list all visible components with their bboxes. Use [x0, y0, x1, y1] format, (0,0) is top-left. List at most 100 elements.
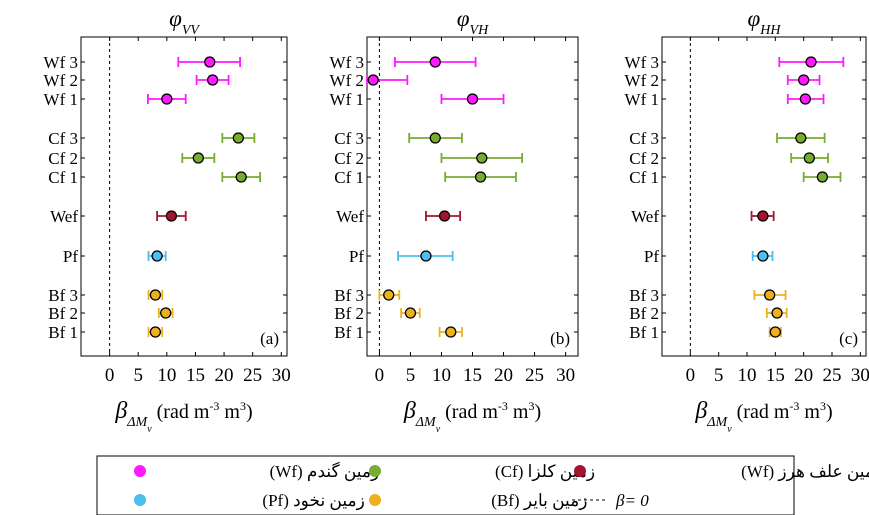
- y-tick-label: Bf 3: [48, 286, 78, 305]
- data-point-bf1: [147, 326, 164, 338]
- plot-frame: [661, 36, 867, 357]
- x-tick-label: 30: [272, 365, 291, 386]
- legend-marker: [574, 465, 586, 477]
- data-marker: [803, 152, 815, 164]
- legend-entry-fallow: زمین بایر (Bf): [369, 491, 588, 511]
- data-marker: [149, 326, 162, 338]
- y-tick-label: Cf 2: [629, 149, 659, 168]
- data-point-pf: [751, 250, 774, 262]
- data-marker: [771, 307, 783, 319]
- x-tick-label: 30: [556, 365, 575, 386]
- y-tick-label: Bf 2: [334, 304, 364, 323]
- data-point-bf3: [147, 289, 164, 301]
- xlabel-unit: (rad m: [152, 401, 210, 423]
- y-tick-label: Wf 3: [330, 53, 364, 72]
- data-marker: [367, 74, 379, 86]
- xlabel-sub: ΔM: [415, 415, 437, 430]
- y-tick-label: Wef: [50, 207, 78, 226]
- data-marker: [476, 152, 488, 164]
- x-tick-label: 15: [463, 365, 482, 386]
- data-marker: [204, 56, 216, 68]
- data-point-cf1: [221, 171, 262, 183]
- data-point-wef: [156, 210, 187, 222]
- xlabel-sub2: v: [727, 424, 732, 435]
- y-tick-label: Wf 2: [625, 71, 659, 90]
- title-symbol: φ: [457, 6, 470, 31]
- x-tick-label: 15: [766, 365, 785, 386]
- data-point-bf1: [438, 326, 463, 338]
- y-tick-label: Wf 2: [330, 71, 364, 90]
- panel-title: φVV: [169, 6, 200, 38]
- data-marker: [757, 210, 769, 222]
- data-point-bf1: [768, 326, 782, 338]
- y-tick-label: Bf 1: [48, 323, 78, 342]
- panel-b: φVH 0 5 10 15 20 25 30 Wf 3Wf 2Wf 1 Cf 3Cf 2Cf 1 W…: [330, 6, 579, 435]
- data-point-bf2: [765, 307, 788, 319]
- x-axis-label: βΔMv (rad m-3 m3): [694, 398, 832, 435]
- y-tick-label: Bf 2: [48, 304, 78, 323]
- x-tick-label: 20: [494, 365, 513, 386]
- xlabel-sub2: v: [436, 424, 441, 435]
- xlabel-symbol: β: [694, 398, 707, 424]
- legend-box: [96, 455, 795, 515]
- legend-label: زمین نخود (Pf): [262, 491, 364, 511]
- x-tick-label: 5: [406, 365, 416, 386]
- title-subscript: VH: [470, 23, 490, 38]
- title-symbol: φ: [748, 6, 761, 31]
- data-point-bf3: [753, 289, 787, 301]
- x-axis-label: βΔMv (rad m-3 m3): [403, 398, 541, 435]
- data-point-cf3: [776, 132, 826, 144]
- legend-entry-pea: زمین نخود (Pf): [134, 491, 365, 511]
- legend-entry-zero: β= 0: [572, 491, 649, 510]
- data-marker: [805, 56, 817, 68]
- x-tick-label: 15: [186, 365, 205, 386]
- y-tick-label: Cf 1: [48, 168, 78, 187]
- title-subscript: VV: [182, 23, 201, 38]
- data-marker: [151, 250, 163, 262]
- data-marker: [420, 250, 432, 262]
- data-marker: [206, 74, 219, 86]
- data-point-cf2: [790, 152, 829, 164]
- x-tick-label: 20: [215, 365, 234, 386]
- legend-label: زمین کلزا (Cf): [495, 462, 595, 482]
- x-tick-label: 5: [133, 365, 143, 386]
- xlabel-unit-c: ): [534, 401, 541, 423]
- data-point-cf1: [802, 171, 842, 183]
- x-tick-label: 10: [432, 365, 451, 386]
- title-symbol: φ: [169, 6, 182, 31]
- data-point-wef: [425, 210, 461, 222]
- data-point-wf1: [147, 93, 187, 105]
- xlabel-unit-c: ): [246, 401, 253, 423]
- data-point-wf2: [366, 74, 409, 86]
- legend-label: زمین گندم (Wf): [270, 461, 380, 482]
- xlabel-sub2: v: [147, 424, 152, 435]
- data-point-pf: [147, 250, 167, 262]
- data-marker: [404, 307, 417, 319]
- data-marker: [438, 210, 451, 222]
- xlabel-exp1: -3: [498, 399, 508, 413]
- plot-frame: [366, 36, 579, 357]
- y-tick-label: Wf 1: [44, 90, 78, 109]
- data-marker: [429, 132, 441, 144]
- data-marker: [795, 132, 807, 144]
- x-tick-label: 25: [525, 365, 544, 386]
- xlabel-symbol: β: [114, 398, 127, 424]
- data-marker: [474, 171, 487, 183]
- legend-marker: [134, 494, 146, 506]
- data-point-wf2: [786, 74, 821, 86]
- panel-label: (c): [839, 329, 858, 348]
- y-tick-label: Cf 3: [629, 129, 659, 148]
- y-tick-label: Bf 2: [629, 304, 659, 323]
- data-marker: [799, 93, 812, 105]
- legend-marker: [134, 465, 146, 477]
- data-point-cf3: [408, 132, 463, 144]
- x-tick-label: 10: [738, 365, 757, 386]
- legend-marker: [369, 465, 381, 477]
- xlabel-sub: ΔM: [706, 415, 728, 430]
- panel-label: (b): [550, 329, 570, 348]
- data-marker: [429, 56, 441, 68]
- data-point-cf2: [181, 152, 216, 164]
- x-tick-label: 25: [823, 365, 842, 386]
- y-tick-label: Cf 1: [334, 168, 364, 187]
